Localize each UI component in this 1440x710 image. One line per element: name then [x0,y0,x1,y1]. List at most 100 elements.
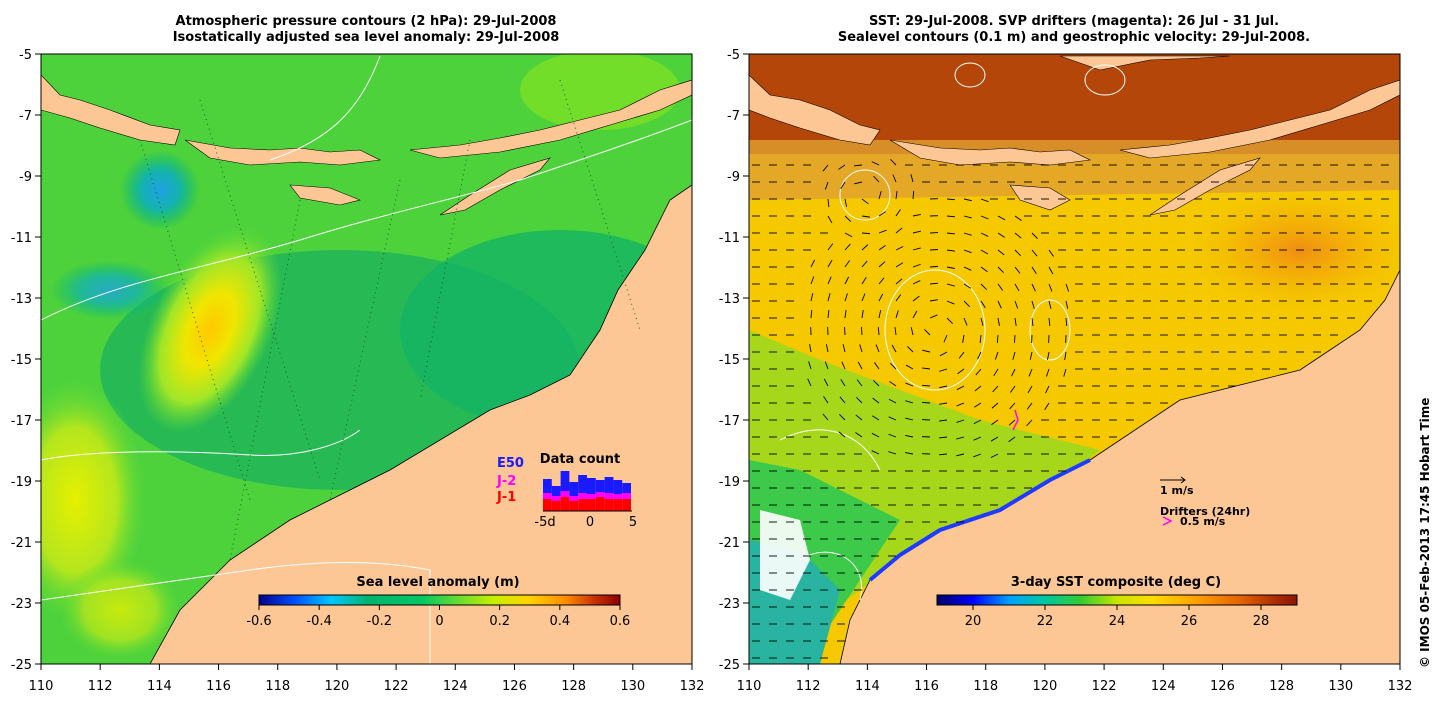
right-colorbar-label: 3-day SST composite (deg C) [1011,575,1221,590]
velocity-vector [827,276,832,285]
right-ytick-label: -13 [719,292,740,307]
velocity-vector [861,232,871,235]
left-xtick-label: 110 [29,679,54,694]
right-cb-ticks-label: 22 [1037,614,1054,629]
velocity-vector [980,232,989,237]
velocity-vector [1048,300,1052,309]
velocity-vector [912,230,921,234]
data-count-tick-end: 5 [629,515,637,530]
left-xtick-label: 116 [206,679,231,694]
velocity-vector [822,413,829,421]
right-title: SST: 29-Jul-2008. SVP drifters (magenta)… [748,14,1400,46]
velocity-vector [905,382,914,387]
right-cb-ticks-label: 26 [1181,614,1198,629]
velocity-vector [912,310,918,319]
left-land-contour [41,562,431,664]
right-ytick-label: -19 [719,475,740,490]
velocity-vector [956,402,965,407]
data-count-bar-segment [595,497,605,511]
velocity-vector [861,326,863,336]
right-sumba-island [1009,184,1071,211]
data-count-bar-segment [578,499,587,511]
velocity-vector [1028,368,1033,377]
velocity-vector [980,198,989,203]
velocity-vector [963,283,972,289]
velocity-vector [872,397,880,404]
velocity-vector [963,198,972,202]
velocity-vector [1044,402,1050,410]
velocity-vector [1065,300,1069,309]
left-colorbar-ramp [258,594,621,606]
right-coastal-cold-strip [868,458,1091,582]
velocity-vector [957,368,965,375]
left-sumba-island [289,184,361,206]
right-xtick-label: 122 [1092,679,1117,694]
data-count-bar-segment [613,480,623,494]
left-colorbar-label: Sea level anomaly (m) [356,575,519,590]
data-count-bar-segment [595,480,605,492]
data-count-bar-segment [543,479,552,493]
left-ytick-label: -25 [11,658,32,673]
velocity-vector [1010,385,1016,393]
velocity-vector [871,432,880,438]
left-xtick-label: 128 [561,679,586,694]
right-lesser-sunda-islands [889,139,1092,166]
right-drifter-track [1012,409,1019,431]
velocity-vector [1014,283,1020,292]
left-sla-yellow-west [41,380,145,620]
velocity-vector [1031,283,1036,292]
data-count-bar-segment [560,491,570,497]
data-count-bar-segment [613,499,623,511]
velocity-vector [841,361,846,370]
right-xtick-label: 128 [1269,679,1294,694]
left-ytick-label: -5 [19,48,32,63]
velocity-vector [1045,368,1050,377]
velocity-vector [997,249,1005,256]
velocity-vector [809,344,812,353]
velocity-vector [992,385,999,393]
left-sla-low-2 [50,260,170,320]
velocity-vector [873,380,880,387]
left-cb-ticks-label: 0.6 [610,614,631,629]
velocity-vector [895,294,902,302]
legend-label-e50: E50 [497,456,524,471]
velocity-vector [963,249,972,254]
velocity-vector [905,364,914,370]
velocity-scale-label: 1 m/s [1160,484,1194,497]
velocity-vector [890,363,897,370]
velocity-vector [1027,385,1033,394]
data-count-bar-segment [560,497,570,511]
velocity-vector [824,361,829,370]
velocity-vector [871,415,880,421]
right-cb-ticks-label: 28 [1253,614,1270,629]
data-count-bar-segment [560,471,570,491]
velocity-vector [878,277,885,285]
right-xtick-label: 124 [1151,679,1176,694]
velocity-vector [1014,266,1021,274]
velocity-vector [963,215,972,219]
velocity-vector [946,317,953,324]
velocity-vector [991,419,999,425]
velocity-vector [975,368,982,376]
left-title-line2: Isostatically adjusted sea level anomaly… [172,30,560,45]
velocity-vector [888,433,897,438]
left-satellite-tracks [139,79,641,561]
data-count-bar-segment [543,493,552,499]
right-xtick-label: 130 [1328,679,1353,694]
velocity-vector [895,246,904,251]
velocity-vector [905,417,914,421]
velocity-vector [1031,232,1038,239]
velocity-vector [810,276,815,285]
velocity-vector [874,362,880,370]
left-xtick-label: 118 [265,679,290,694]
right-title-line2: Sealevel contours (0.1 m) and geostrophi… [837,30,1311,45]
velocity-vector [875,344,880,353]
left-title: Atmospheric pressure contours (2 hPa): 2… [40,14,692,46]
velocity-vector [991,402,999,409]
left-ytick-label: -13 [11,292,32,307]
velocity-vector [839,396,846,404]
velocity-vector [871,161,880,166]
left-pressure-contour-1 [41,119,692,321]
left-sla-low [120,150,200,230]
velocity-vector [939,402,948,405]
